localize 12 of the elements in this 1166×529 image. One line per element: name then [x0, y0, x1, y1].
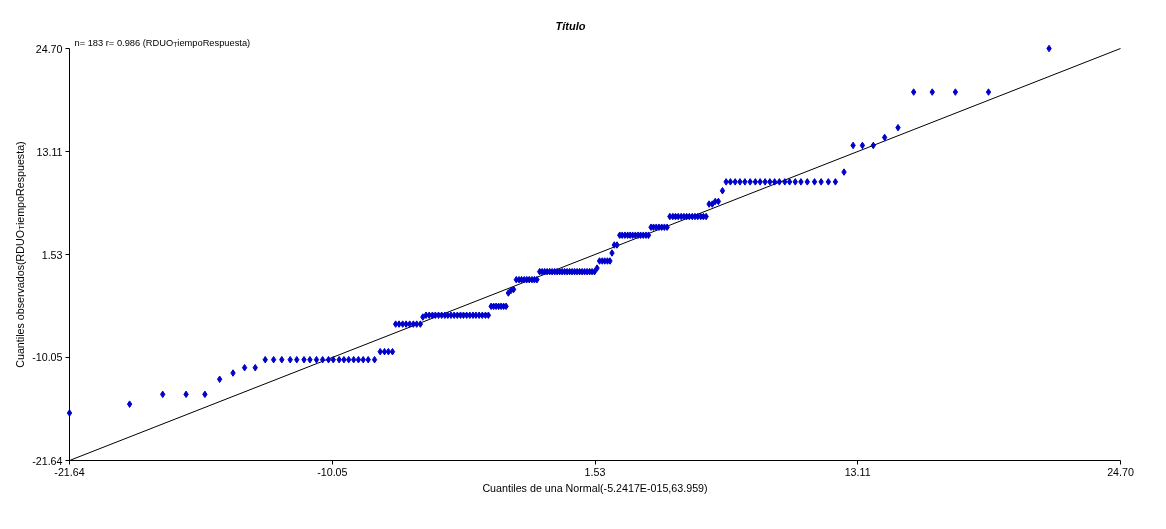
- y-tick-label: 13.11: [36, 145, 63, 158]
- y-tick-label: -10.05: [32, 351, 63, 364]
- x-tick-label: -21.64: [54, 465, 85, 478]
- y-tick-label: 1.53: [41, 248, 63, 261]
- x-tick-label: -10.05: [317, 465, 348, 478]
- x-tick-label: 13.11: [844, 465, 871, 478]
- y-tick-label: -21.64: [32, 454, 63, 467]
- x-tick-label: 1.53: [584, 465, 606, 478]
- y-tick-label: 24.70: [35, 42, 63, 55]
- chart-title: Título: [555, 19, 586, 32]
- x-tick-label: 24.70: [1107, 465, 1134, 478]
- x-axis-title: Cuantiles de una Normal(-5.2417E-015,63.959): [482, 481, 708, 494]
